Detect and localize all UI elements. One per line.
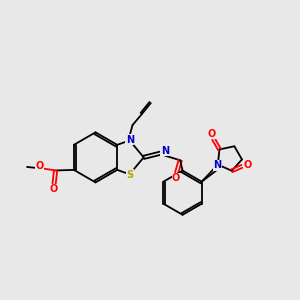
- Text: S: S: [126, 170, 134, 180]
- Text: O: O: [50, 184, 58, 194]
- Text: N: N: [161, 146, 169, 156]
- Text: N: N: [213, 160, 221, 170]
- Text: O: O: [243, 160, 251, 170]
- Text: N: N: [126, 135, 134, 145]
- Text: O: O: [36, 161, 44, 171]
- Text: O: O: [208, 129, 216, 139]
- Text: O: O: [172, 173, 180, 183]
